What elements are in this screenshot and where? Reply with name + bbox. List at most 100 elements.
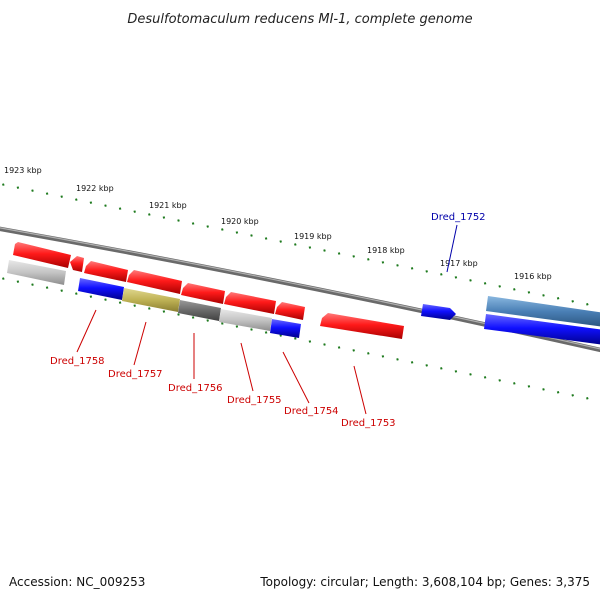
minor-tick bbox=[104, 298, 107, 301]
scale-label-1923: 1923 kbp bbox=[4, 166, 42, 175]
gene-feature[interactable] bbox=[70, 256, 84, 272]
minor-tick bbox=[367, 352, 370, 355]
gene-feature[interactable] bbox=[84, 261, 128, 282]
gene-feature[interactable] bbox=[486, 296, 600, 327]
minor-tick bbox=[542, 294, 545, 297]
minor-tick bbox=[337, 346, 341, 349]
minor-tick bbox=[527, 291, 531, 294]
leader-line bbox=[240, 342, 254, 392]
minor-tick bbox=[118, 207, 122, 210]
minor-tick bbox=[16, 280, 20, 283]
minor-tick bbox=[75, 292, 78, 295]
gene-label-dred-1752[interactable]: Dred_1752 bbox=[431, 212, 486, 223]
gene-label-dred-1758[interactable]: Dred_1758 bbox=[50, 356, 105, 367]
gene-feature[interactable] bbox=[7, 260, 66, 285]
minor-tick bbox=[31, 189, 34, 192]
minor-tick bbox=[177, 313, 180, 316]
scale-ticks bbox=[2, 183, 589, 400]
minor-tick bbox=[396, 264, 399, 267]
gene-label-dred-1754[interactable]: Dred_1754 bbox=[284, 406, 339, 417]
minor-tick bbox=[162, 216, 166, 219]
minor-tick bbox=[381, 261, 385, 264]
minor-tick bbox=[235, 325, 239, 328]
minor-tick bbox=[352, 349, 355, 352]
minor-tick bbox=[323, 249, 326, 252]
gene-feature[interactable] bbox=[275, 302, 305, 320]
minor-tick bbox=[571, 394, 574, 397]
minor-tick bbox=[367, 258, 370, 261]
minor-tick bbox=[2, 277, 5, 280]
scale-label-1918: 1918 kbp bbox=[367, 246, 405, 255]
minor-tick bbox=[586, 397, 589, 400]
gene-feature[interactable] bbox=[181, 283, 225, 304]
minor-tick bbox=[498, 285, 501, 288]
leader-line bbox=[446, 224, 458, 273]
gene-label-dred-1755[interactable]: Dred_1755 bbox=[227, 395, 282, 406]
gene-feature[interactable] bbox=[127, 270, 182, 294]
minor-tick bbox=[556, 391, 560, 394]
scale-label-1922: 1922 kbp bbox=[76, 184, 114, 193]
gene-feature[interactable] bbox=[122, 288, 180, 312]
minor-tick bbox=[206, 225, 209, 228]
minor-tick bbox=[469, 279, 472, 282]
genome-title: Desulfotomaculum reducens MI-1, complete… bbox=[127, 12, 472, 27]
gene-labels: Dred_1758 Dred_1757 Dred_1756 Dred_1755 … bbox=[50, 212, 486, 429]
minor-tick bbox=[45, 192, 49, 195]
gene-feature[interactable] bbox=[224, 292, 276, 314]
minor-tick bbox=[556, 297, 560, 300]
topology-text: Topology: circular; Length: 3,608,104 bp… bbox=[259, 575, 590, 589]
minor-tick bbox=[469, 373, 472, 376]
minor-tick bbox=[440, 367, 443, 370]
gene-feature[interactable] bbox=[219, 309, 272, 331]
minor-tick bbox=[323, 343, 326, 346]
minor-tick bbox=[542, 388, 545, 391]
minor-tick bbox=[221, 228, 224, 231]
minor-tick bbox=[279, 240, 282, 243]
gene-feature[interactable] bbox=[178, 300, 221, 321]
gene-label-dred-1757[interactable]: Dred_1757 bbox=[108, 369, 163, 380]
minor-tick bbox=[104, 204, 107, 207]
scale-labels: 1923 kbp 1922 kbp 1921 kbp 1920 kbp 1919… bbox=[4, 166, 552, 281]
minor-tick bbox=[571, 300, 574, 303]
minor-tick bbox=[498, 379, 501, 382]
minor-tick bbox=[308, 246, 312, 249]
gene-feature[interactable] bbox=[320, 313, 404, 339]
leader-line bbox=[353, 365, 367, 415]
scale-label-1919: 1919 kbp bbox=[294, 232, 332, 241]
gene-feature[interactable] bbox=[78, 278, 124, 300]
accession-text: Accession: NC_009253 bbox=[9, 575, 145, 589]
minor-tick bbox=[352, 255, 355, 258]
gene-leader-lines bbox=[76, 224, 458, 415]
minor-tick bbox=[191, 222, 195, 225]
minor-tick bbox=[148, 307, 151, 310]
gene-feature[interactable] bbox=[484, 314, 600, 345]
gene-feature[interactable] bbox=[13, 242, 71, 268]
minor-tick bbox=[586, 303, 589, 306]
minor-tick bbox=[148, 213, 151, 216]
gene-feature[interactable] bbox=[270, 319, 301, 338]
minor-tick bbox=[45, 286, 49, 289]
minor-tick bbox=[483, 282, 487, 285]
minor-tick bbox=[60, 195, 63, 198]
minor-tick bbox=[206, 319, 209, 322]
scale-label-1917: 1917 kbp bbox=[440, 259, 478, 268]
minor-tick bbox=[89, 295, 93, 298]
minor-tick bbox=[235, 231, 239, 234]
scale-label-1916: 1916 kbp bbox=[514, 272, 552, 281]
minor-tick bbox=[264, 237, 268, 240]
gene-feature[interactable] bbox=[421, 304, 456, 320]
minor-tick bbox=[16, 186, 20, 189]
minor-tick bbox=[221, 322, 224, 325]
minor-tick bbox=[410, 267, 414, 270]
minor-tick bbox=[75, 198, 78, 201]
gene-label-dred-1753[interactable]: Dred_1753 bbox=[341, 418, 396, 429]
leader-line bbox=[76, 309, 97, 353]
minor-tick bbox=[264, 331, 268, 334]
minor-tick bbox=[425, 364, 428, 367]
forward-strand-genes bbox=[13, 242, 600, 339]
gene-label-dred-1756[interactable]: Dred_1756 bbox=[168, 383, 223, 394]
minor-tick bbox=[396, 358, 399, 361]
scale-label-1921: 1921 kbp bbox=[149, 201, 187, 210]
minor-tick bbox=[513, 382, 516, 385]
